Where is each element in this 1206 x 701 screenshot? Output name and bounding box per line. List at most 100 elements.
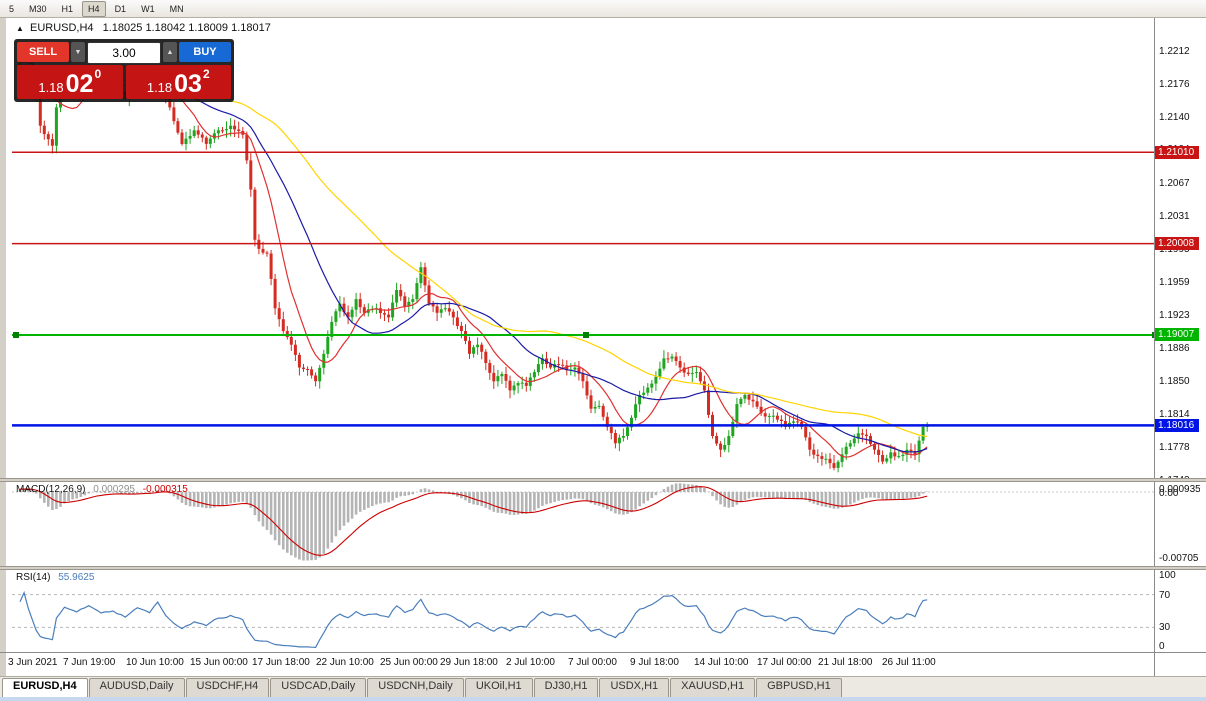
panel-splitter[interactable] bbox=[0, 566, 1206, 570]
axis-corner bbox=[1154, 653, 1200, 676]
price-badge: 1.21010 bbox=[1155, 145, 1199, 159]
chart-tab-usdchf-h4[interactable]: USDCHF,H4 bbox=[185, 678, 270, 697]
time-axis-label: 7 Jul 00:00 bbox=[568, 657, 617, 668]
volume-increase-button[interactable]: ▲ bbox=[163, 42, 177, 62]
rsi-axis-label: 0 bbox=[1159, 641, 1165, 652]
bid-price-display[interactable]: 1.18 02 0 bbox=[17, 65, 123, 99]
time-axis-label: 17 Jul 00:00 bbox=[757, 657, 812, 668]
timeframe-button-mn[interactable]: MN bbox=[169, 3, 184, 14]
hline-handle[interactable] bbox=[1152, 332, 1154, 338]
panel-splitter[interactable] bbox=[0, 478, 1206, 482]
macd-axis-label: -0.00705 bbox=[1159, 553, 1199, 564]
macd-axis[interactable]: 0.000935 0.00 -0.00705 bbox=[1154, 482, 1200, 566]
hline-handle[interactable] bbox=[583, 332, 589, 338]
rsi-axis-label: 100 bbox=[1159, 570, 1176, 581]
price-tick-label: 1.2212 bbox=[1159, 45, 1190, 57]
timeframe-button-h1[interactable]: H1 bbox=[61, 3, 74, 14]
rsi-value: 55.9625 bbox=[58, 572, 95, 583]
price-badge: 1.20008 bbox=[1155, 237, 1199, 251]
ask-big-digits: 03 bbox=[174, 70, 202, 98]
timeframe-button-w1[interactable]: W1 bbox=[141, 3, 155, 14]
time-axis-label: 15 Jun 00:00 bbox=[190, 657, 248, 668]
price-tick-label: 1.1742 bbox=[1159, 475, 1190, 478]
ask-price-display[interactable]: 1.18 03 2 bbox=[125, 65, 231, 99]
rsi-caption: RSI(14) 55.9625 bbox=[16, 572, 94, 583]
ask-pip-digit: 2 bbox=[202, 67, 210, 81]
price-tick-label: 1.2031 bbox=[1159, 211, 1190, 223]
macd-value: 0.000295 bbox=[93, 484, 135, 495]
time-axis-label: 29 Jun 18:00 bbox=[440, 657, 498, 668]
macd-signal-line bbox=[19, 486, 928, 556]
macd-caption: MACD(12,26,9) 0.000295 -0.000315 bbox=[16, 484, 188, 495]
macd-signal-value: -0.000315 bbox=[142, 484, 188, 495]
bid-big-digits: 02 bbox=[65, 70, 94, 98]
price-badge: 1.19007 bbox=[1155, 328, 1199, 342]
time-axis-label: 21 Jul 18:00 bbox=[818, 657, 873, 668]
window-bottom-edge bbox=[0, 697, 1206, 701]
moving-average-10 bbox=[19, 61, 928, 458]
candlestick-chart bbox=[12, 45, 1154, 473]
time-axis-label: 26 Jul 11:00 bbox=[882, 657, 936, 668]
price-tick-label: 1.2067 bbox=[1159, 178, 1190, 190]
price-tick-label: 1.2176 bbox=[1159, 78, 1190, 90]
rsi-axis-label: 30 bbox=[1159, 622, 1171, 634]
hline-handle[interactable] bbox=[13, 332, 19, 338]
price-axis[interactable]: 1.22121.21761.21401.21041.20671.20311.19… bbox=[1154, 18, 1200, 478]
time-axis-label: 14 Jul 10:00 bbox=[694, 657, 749, 668]
chart-tab-eurusd-h4[interactable]: EURUSD,H4 bbox=[2, 678, 88, 697]
chart-area: ▲ EURUSD,H4 1.18025 1.18042 1.18009 1.18… bbox=[0, 18, 1206, 676]
rsi-chart bbox=[12, 590, 1154, 649]
main-chart-panel[interactable]: ▲ EURUSD,H4 1.18025 1.18042 1.18009 1.18… bbox=[0, 18, 1154, 478]
timeframe-button-d1[interactable]: D1 bbox=[114, 3, 127, 14]
macd-label: MACD(12,26,9) bbox=[16, 484, 86, 495]
one-click-trading-panel: SELL ▼ ▲ BUY 1.18 02 0 1.18 bbox=[14, 39, 234, 102]
chart-tab-xauusd-h1[interactable]: XAUUSD,H1 bbox=[670, 678, 756, 697]
volume-decrease-button[interactable]: ▼ bbox=[71, 42, 85, 62]
rsi-label: RSI(14) bbox=[16, 572, 51, 583]
chart-tab-usdx-h1[interactable]: USDX,H1 bbox=[599, 678, 670, 697]
timeframe-button-5[interactable]: 5 bbox=[9, 3, 15, 14]
price-tick-label: 1.1850 bbox=[1159, 376, 1190, 388]
chart-tab-usdcnh-daily[interactable]: USDCNH,Daily bbox=[367, 678, 464, 697]
macd-axis-label: 0.000935 bbox=[1159, 484, 1200, 495]
price-tick-label: 1.1778 bbox=[1159, 441, 1190, 453]
bid-pip-digit: 0 bbox=[94, 67, 102, 81]
timeframe-button-m30[interactable]: M30 bbox=[29, 3, 47, 14]
ask-prefix: 1.18 bbox=[146, 80, 173, 95]
price-tick-label: 1.1814 bbox=[1159, 409, 1190, 421]
rsi-axis-label: 70 bbox=[1159, 589, 1171, 601]
sell-button[interactable]: SELL bbox=[17, 42, 69, 62]
time-axis-label: 3 Jun 2021 bbox=[8, 657, 58, 668]
time-axis-label: 17 Jun 18:00 bbox=[252, 657, 310, 668]
rsi-line bbox=[19, 590, 928, 649]
moving-average-55 bbox=[19, 68, 928, 438]
macd-axis-label: 0.00 bbox=[1159, 488, 1179, 500]
caption-arrow-icon: ▲ bbox=[16, 24, 24, 33]
price-tick-label: 1.1923 bbox=[1159, 309, 1190, 321]
chart-caption: ▲ EURUSD,H4 1.18025 1.18042 1.18009 1.18… bbox=[16, 22, 271, 34]
volume-input[interactable] bbox=[87, 42, 161, 64]
time-axis[interactable]: 3 Jun 2021 7 Jun 19:00 10 Jun 10:00 15 Jun … bbox=[0, 653, 1154, 676]
timeframe-button-h4[interactable]: H4 bbox=[82, 0, 106, 17]
buy-button[interactable]: BUY bbox=[179, 42, 231, 62]
time-axis-label: 10 Jun 10:00 bbox=[126, 657, 184, 668]
price-tick-label: 1.1959 bbox=[1159, 276, 1190, 288]
moving-average-25 bbox=[19, 65, 928, 453]
chart-tab-ukoil-h1[interactable]: UKOil,H1 bbox=[464, 678, 533, 697]
macd-chart bbox=[12, 483, 1154, 561]
rsi-indicator-panel[interactable]: RSI(14) 55.9625 bbox=[0, 570, 1154, 652]
rsi-axis[interactable]: 100 70 30 0 bbox=[1154, 570, 1200, 652]
time-axis-label: 25 Jun 00:00 bbox=[380, 657, 438, 668]
chart-tab-usdcad-daily[interactable]: USDCAD,Daily bbox=[270, 678, 367, 697]
time-axis-label: 7 Jun 19:00 bbox=[63, 657, 116, 668]
chart-tab-dj30-h1[interactable]: DJ30,H1 bbox=[533, 678, 599, 697]
chart-tab-gbpusd-h1[interactable]: GBPUSD,H1 bbox=[756, 678, 842, 697]
chart-tab-audusd-daily[interactable]: AUDUSD,Daily bbox=[88, 678, 185, 697]
chart-symbol-period: EURUSD,H4 bbox=[29, 22, 94, 34]
macd-indicator-panel[interactable]: MACD(12,26,9) 0.000295 -0.000315 bbox=[0, 482, 1154, 566]
chart-tab-bar: EURUSD,H4 AUDUSD,Daily USDCHF,H4 USDCAD,Dai… bbox=[0, 676, 1206, 697]
timeframe-toolbar: 5 M30 H1 H4 D1 W1 MN bbox=[0, 0, 1206, 18]
price-tick-label: 1.2140 bbox=[1159, 111, 1190, 123]
bid-prefix: 1.18 bbox=[38, 80, 64, 95]
